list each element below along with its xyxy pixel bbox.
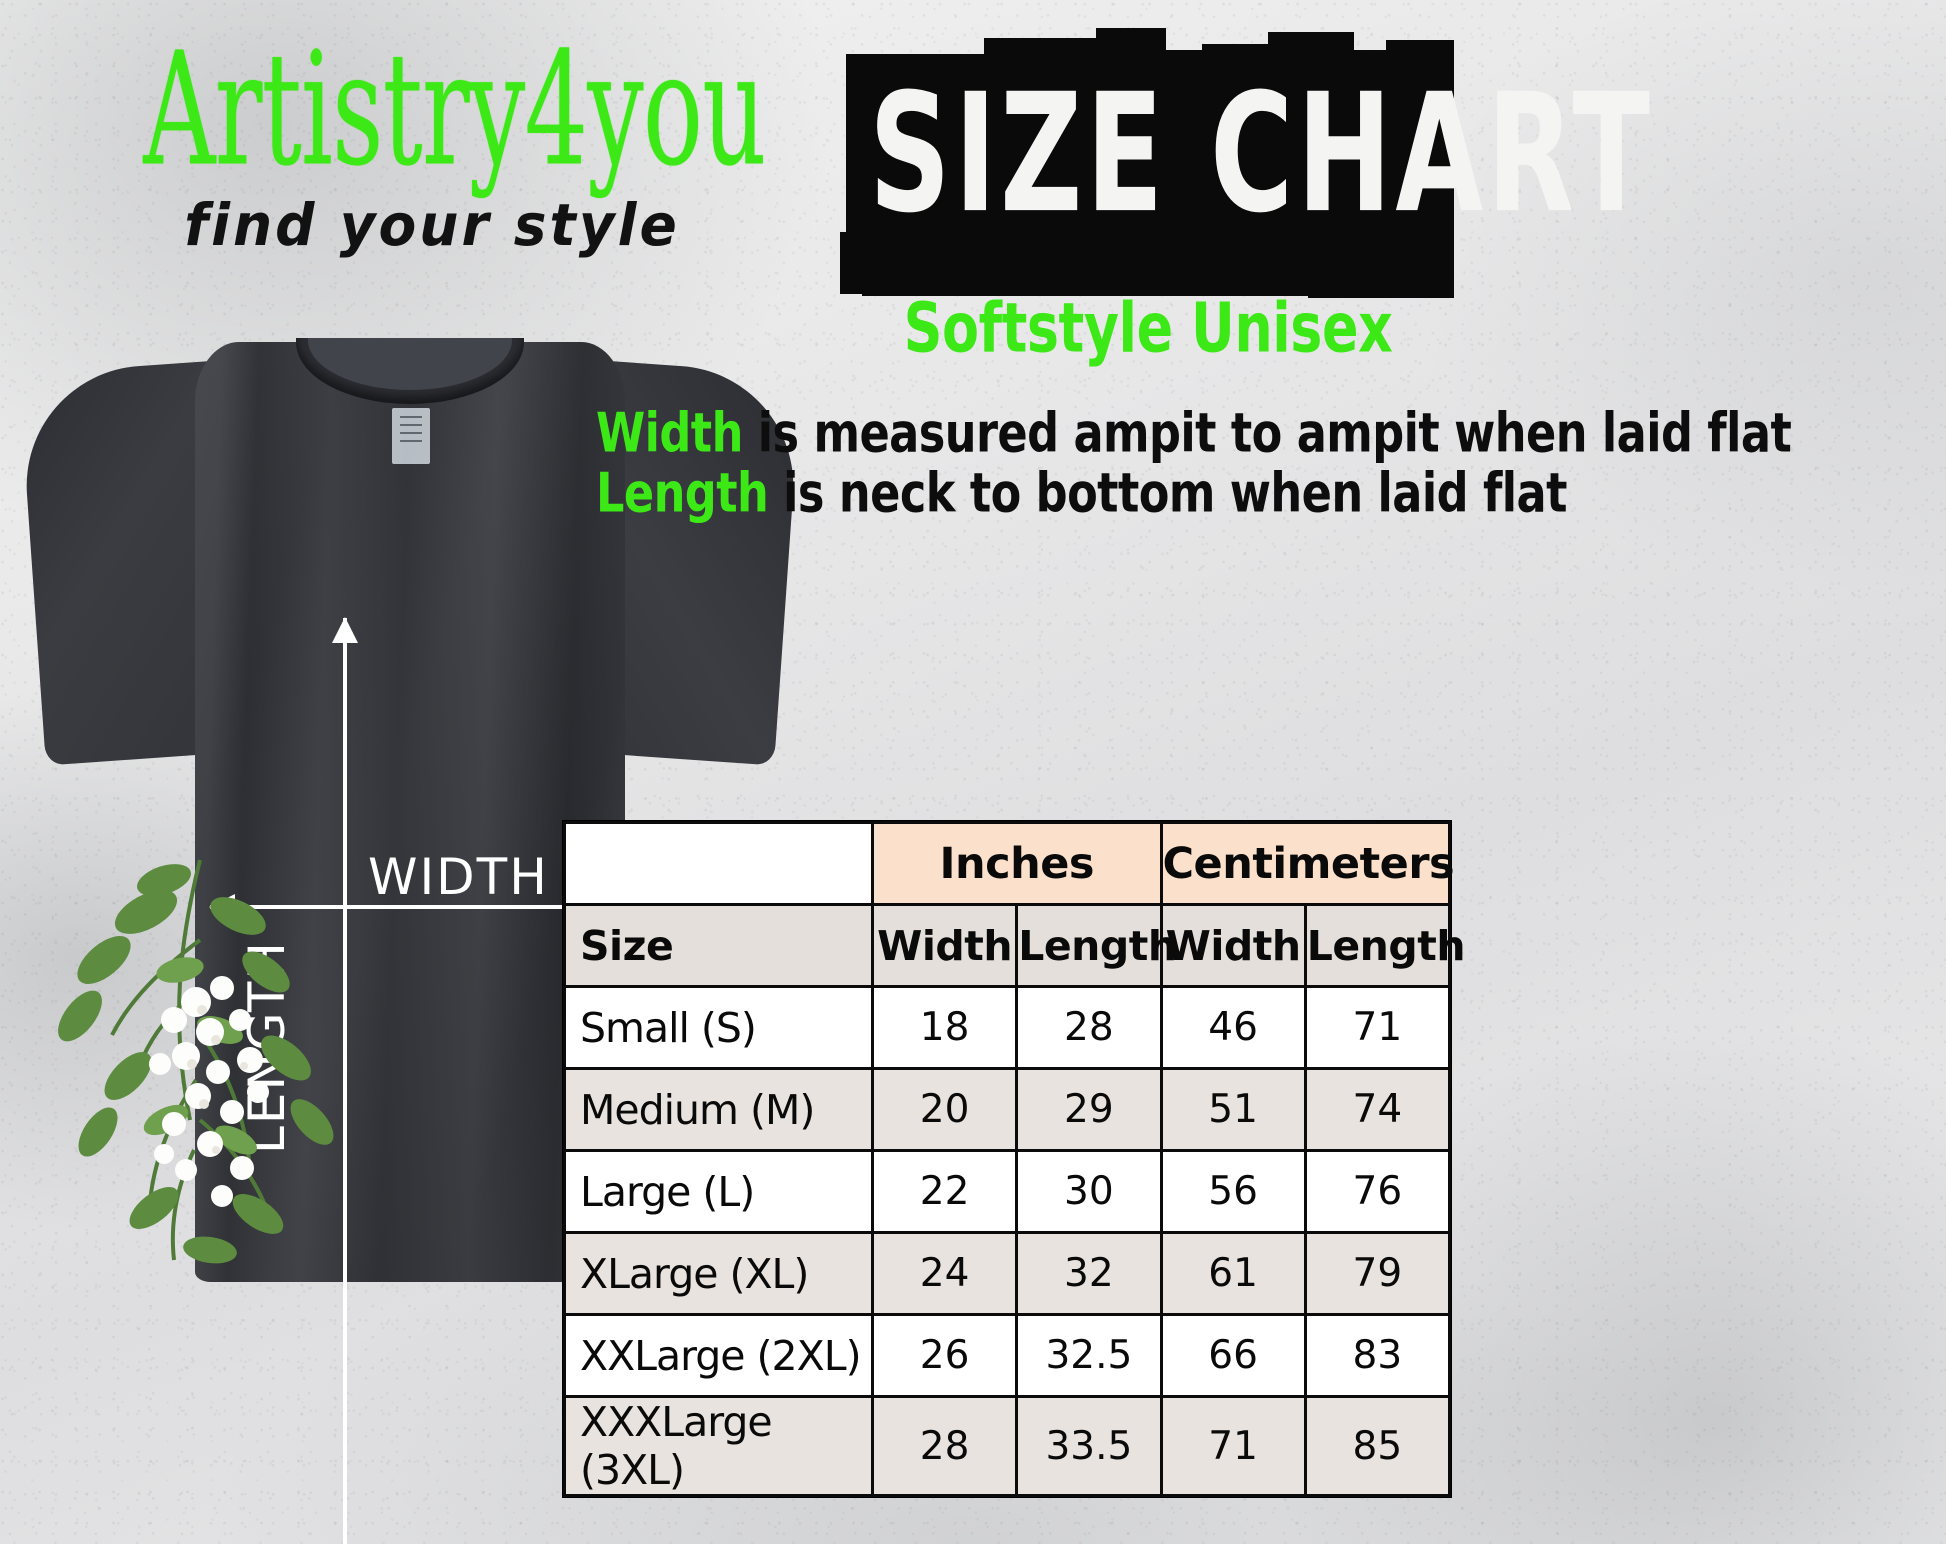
instruction-keyword-width: Width: [596, 401, 743, 466]
cell-size: Small (S): [563, 985, 874, 1070]
table-header-inches: Inches: [871, 821, 1163, 906]
table-header-inches-length: Length: [1015, 903, 1177, 988]
cell-in-length: 29: [1015, 1067, 1163, 1152]
table-row: Large (L) 22 30 56 76: [563, 1149, 1452, 1234]
cell-cm-length: 79: [1303, 1231, 1452, 1316]
instruction-line-width: Width is measured ampit to ampit when la…: [596, 399, 1850, 469]
grunge-block: [846, 54, 996, 290]
cell-cm-length: 85: [1303, 1395, 1452, 1497]
cell-cm-length: 74: [1303, 1067, 1452, 1152]
cell-in-length: 28: [1015, 985, 1163, 1070]
grunge-block: [1100, 50, 1212, 294]
grunge-block: [1202, 44, 1306, 292]
cell-in-width: 18: [870, 985, 1019, 1070]
cell-in-length: 33.5: [1015, 1395, 1163, 1497]
cell-cm-width: 51: [1159, 1067, 1307, 1152]
cell-cm-width: 56: [1159, 1149, 1307, 1234]
cell-size: Medium (M): [563, 1067, 874, 1152]
table-head: Inches Centimeters Size Width Length Wid…: [563, 821, 1466, 988]
grunge-block: [862, 268, 1382, 296]
cell-in-width: 28: [870, 1395, 1019, 1497]
cell-cm-width: 71: [1159, 1395, 1307, 1497]
table-unit-header-row: Inches Centimeters: [563, 821, 1455, 906]
brand-block: Artistry4you find your style: [62, 19, 802, 260]
cell-in-width: 26: [870, 1313, 1019, 1398]
cell-in-width: 20: [870, 1067, 1019, 1152]
tshirt-diagram: WIDTH LENGTH: [10, 300, 810, 1544]
width-measure-label: WIDTH: [368, 848, 549, 906]
grunge-block: [1308, 264, 1454, 298]
cell-size: XLarge (XL): [563, 1231, 874, 1316]
grunge-block: [1386, 40, 1454, 290]
size-table-container: Inches Centimeters Size Width Length Wid…: [563, 821, 1466, 1497]
measurement-instructions: Width is measured ampit to ampit when la…: [596, 402, 1916, 526]
table-header-centimeters: Centimeters: [1159, 821, 1455, 906]
instruction-line-length: Length is neck to bottom when laid flat: [596, 459, 1850, 529]
instruction-text-length: is neck to bottom when laid flat: [768, 461, 1567, 526]
instruction-keyword-length: Length: [596, 461, 769, 526]
size-chart-title: SIZE CHART: [869, 58, 1654, 250]
cell-size: XXXLarge (3XL): [563, 1395, 874, 1497]
table-body: Small (S) 18 28 46 71 Medium (M) 20 29 5…: [563, 985, 1452, 1497]
grunge-block: [1096, 28, 1166, 62]
size-chart-banner: SIZE CHART: [838, 20, 1654, 298]
table-header-cm-width: Width: [1159, 903, 1307, 988]
table-row: Small (S) 18 28 46 71: [563, 985, 1452, 1070]
brand-name: Artistry4you: [143, 19, 766, 202]
table-row: XXXLarge (3XL) 28 33.5 71 85: [563, 1395, 1452, 1497]
flower-decoration: [58, 859, 334, 1264]
cell-cm-width: 46: [1159, 985, 1307, 1070]
table-row: XXLarge (2XL) 26 32.5 66 83: [563, 1313, 1452, 1398]
grunge-block: [956, 68, 1076, 84]
cell-cm-width: 66: [1159, 1313, 1307, 1398]
tshirt-neck-tag: [392, 408, 430, 464]
instruction-text-width: is measured ampit to ampit when laid fla…: [742, 401, 1792, 466]
cell-in-width: 22: [870, 1149, 1019, 1234]
table-header-inches-width: Width: [870, 903, 1019, 988]
table-header-cm-length: Length: [1303, 903, 1466, 988]
cell-in-width: 24: [870, 1231, 1019, 1316]
cell-in-length: 32.5: [1015, 1313, 1163, 1398]
table-header-size: Size: [563, 903, 874, 988]
cell-cm-length: 76: [1303, 1149, 1452, 1234]
table-sub-header-row: Size Width Length Width Length: [563, 903, 1466, 988]
grunge-block: [840, 232, 868, 294]
table-row: XLarge (XL) 24 32 61 79: [563, 1231, 1452, 1316]
cell-size: Large (L): [563, 1149, 874, 1234]
cell-in-length: 32: [1015, 1231, 1163, 1316]
cell-size: XXLarge (2XL): [563, 1313, 874, 1398]
cell-cm-width: 61: [1159, 1231, 1307, 1316]
size-chart-table: Inches Centimeters Size Width Length Wid…: [563, 821, 1466, 1497]
table-row: Medium (M) 20 29 51 74: [563, 1067, 1452, 1152]
table-corner-blank-cell: [563, 821, 874, 906]
size-chart-subtitle: Softstyle Unisex: [903, 288, 1393, 369]
cell-cm-length: 83: [1303, 1313, 1452, 1398]
length-measure-arrow-icon: [332, 617, 358, 1544]
tshirt-body: [195, 342, 625, 1282]
brand-tagline: find your style: [184, 191, 680, 260]
cell-cm-length: 71: [1303, 985, 1452, 1070]
cell-in-length: 30: [1015, 1149, 1163, 1234]
